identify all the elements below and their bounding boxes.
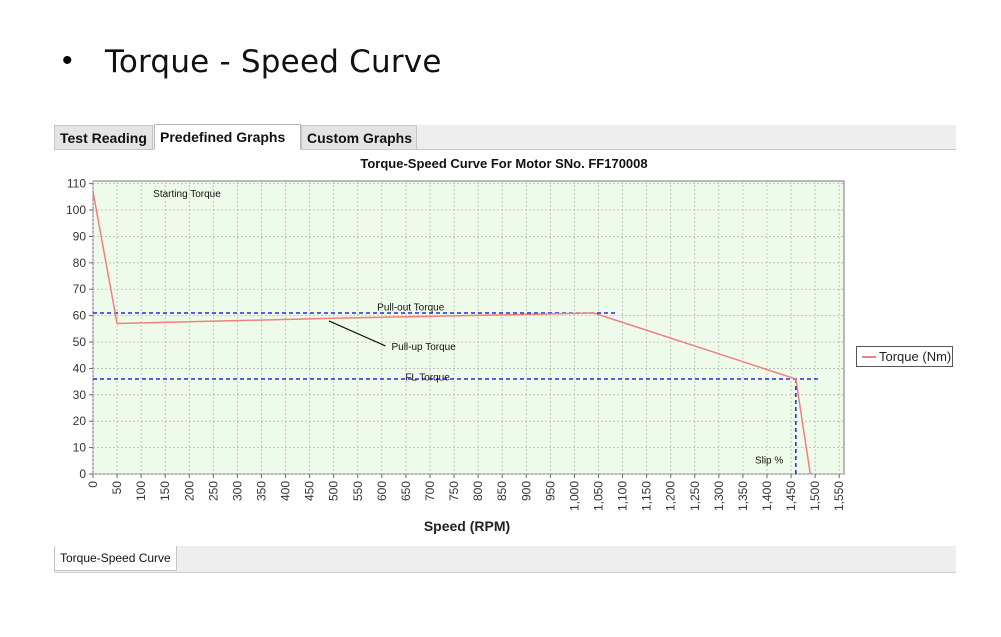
y-tick-label: 30 xyxy=(73,388,87,402)
y-tick-label: 20 xyxy=(73,414,87,428)
x-tick-label: 1,450 xyxy=(784,481,798,511)
annotation-starting-torque: Starting Torque xyxy=(153,189,221,200)
x-axis-label: Speed (RPM) xyxy=(424,518,510,534)
x-tick-label: 400 xyxy=(279,481,293,501)
x-tick-label: 450 xyxy=(303,481,317,501)
annotation-pullup-arrow xyxy=(328,320,386,347)
x-tick-label: 1,550 xyxy=(832,481,846,511)
y-tick-label: 80 xyxy=(73,256,87,270)
chart-title: Torque-Speed Curve For Motor SNo. FF1700… xyxy=(360,156,647,171)
y-tick-label: 100 xyxy=(66,203,86,217)
slide-bullet: • xyxy=(62,44,73,77)
x-tick-label: 50 xyxy=(110,481,124,495)
x-tick-label: 1,000 xyxy=(567,481,581,511)
annotations: Starting Torque Pull-out Torque Pull-up To… xyxy=(153,189,783,467)
y-tick-label: 40 xyxy=(73,361,87,375)
tab-custom-graphs[interactable]: Custom Graphs xyxy=(301,125,417,149)
x-tick-label: 150 xyxy=(158,481,172,501)
x-tick-label: 1,200 xyxy=(664,481,678,511)
x-tick-label: 1,350 xyxy=(736,481,750,511)
chart-panel: Torque-Speed Curve For Motor SNo. FF1700… xyxy=(54,150,956,546)
x-tick-label: 200 xyxy=(182,481,196,501)
y-tick-label: 70 xyxy=(73,282,87,296)
x-tick-label: 750 xyxy=(447,481,461,501)
x-tick-label: 500 xyxy=(327,481,341,501)
y-tick-label: 90 xyxy=(73,229,87,243)
y-tick-label: 60 xyxy=(73,309,87,323)
x-tick-label: 1,150 xyxy=(640,481,654,511)
graph-tab-bar: Test Reading Predefined Graphs Custom Gr… xyxy=(54,124,956,150)
x-tick-label: 1,500 xyxy=(808,481,822,511)
annotation-pullout-torque: Pull-out Torque xyxy=(377,302,445,313)
annotation-pullup-torque: Pull-up Torque xyxy=(391,342,456,353)
y-tick-label: 10 xyxy=(73,441,87,455)
legend-label: Torque (Nm) xyxy=(879,349,952,364)
x-tick-label: 1,100 xyxy=(616,481,630,511)
series-layer xyxy=(92,191,812,475)
annotation-slip: Slip % xyxy=(755,455,783,466)
x-tick-label: 250 xyxy=(206,481,220,501)
x-tick-label: 100 xyxy=(134,481,148,501)
axes: 0 10 20 30 40 50 60 70 80 90 100 110 0 50 100 150 200 250… xyxy=(66,177,846,511)
tab-predefined-graphs[interactable]: Predefined Graphs xyxy=(154,124,301,150)
tab-torque-speed-curve[interactable]: Torque-Speed Curve xyxy=(54,546,177,571)
x-tick-label: 700 xyxy=(423,481,437,501)
x-tick-label: 950 xyxy=(543,481,557,501)
x-tick-label: 850 xyxy=(495,481,509,501)
bottom-tab-bar: Torque-Speed Curve xyxy=(54,546,956,573)
torque-series-line xyxy=(92,191,812,475)
x-tick-label: 600 xyxy=(375,481,389,501)
x-tick-label: 900 xyxy=(519,481,533,501)
x-tick-label: 350 xyxy=(254,481,268,501)
slide-title: Torque - Speed Curve xyxy=(105,44,442,80)
annotation-fl-torque: FL Torque xyxy=(405,372,450,383)
x-tick-label: 1,250 xyxy=(688,481,702,511)
x-tick-label: 550 xyxy=(351,481,365,501)
legend-swatch xyxy=(862,356,876,358)
x-tick-label: 300 xyxy=(230,481,244,501)
x-tick-label: 800 xyxy=(471,481,485,501)
y-tick-label: 50 xyxy=(73,335,87,349)
x-tick-label: 1,400 xyxy=(760,481,774,511)
y-tick-label: 110 xyxy=(67,177,86,191)
torque-speed-chart: Torque-Speed Curve For Motor SNo. FF1700… xyxy=(66,156,846,534)
plot-area xyxy=(92,180,845,475)
x-tick-label: 0 xyxy=(86,481,100,488)
chart-legend: Torque (Nm) xyxy=(856,346,953,367)
reference-lines xyxy=(93,312,820,474)
x-tick-label: 1,300 xyxy=(712,481,726,511)
y-tick-label: 0 xyxy=(79,467,86,481)
tab-test-reading[interactable]: Test Reading xyxy=(54,125,153,149)
x-tick-label: 650 xyxy=(399,481,413,501)
x-tick-label: 1,050 xyxy=(591,481,605,511)
